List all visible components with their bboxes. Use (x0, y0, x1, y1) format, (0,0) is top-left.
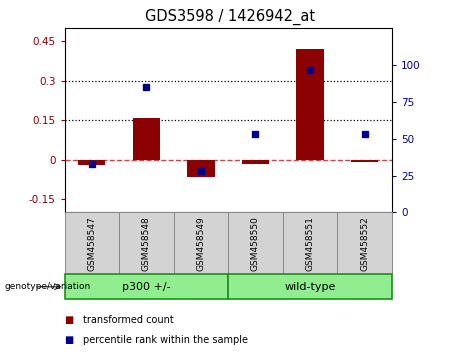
Bar (337, 212, 392, 274)
Bar (228, 212, 283, 274)
Text: percentile rank within the sample: percentile rank within the sample (83, 335, 248, 345)
Bar (296, 49, 324, 160)
Bar (187, 160, 214, 177)
Text: wild-type: wild-type (284, 282, 336, 292)
Bar (133, 118, 160, 160)
Text: GSM458552: GSM458552 (360, 216, 369, 271)
Text: GSM458549: GSM458549 (196, 216, 206, 271)
Bar (65, 274, 228, 299)
Bar (119, 212, 174, 274)
Text: p300 +/-: p300 +/- (122, 282, 171, 292)
Text: GSM458548: GSM458548 (142, 216, 151, 271)
Bar (351, 160, 378, 162)
Bar (228, 274, 392, 299)
Bar (65, 212, 119, 274)
Text: GSM458550: GSM458550 (251, 216, 260, 271)
Text: GDS3598 / 1426942_at: GDS3598 / 1426942_at (145, 9, 316, 25)
Text: GSM458551: GSM458551 (306, 216, 314, 271)
Bar (78, 160, 106, 165)
Text: genotype/variation: genotype/variation (5, 282, 91, 291)
Bar (283, 212, 337, 274)
Bar (174, 212, 228, 274)
Text: ■: ■ (65, 335, 74, 345)
Text: GSM458547: GSM458547 (87, 216, 96, 271)
Text: transformed count: transformed count (83, 315, 174, 325)
Text: ■: ■ (65, 315, 74, 325)
Bar (242, 160, 269, 164)
